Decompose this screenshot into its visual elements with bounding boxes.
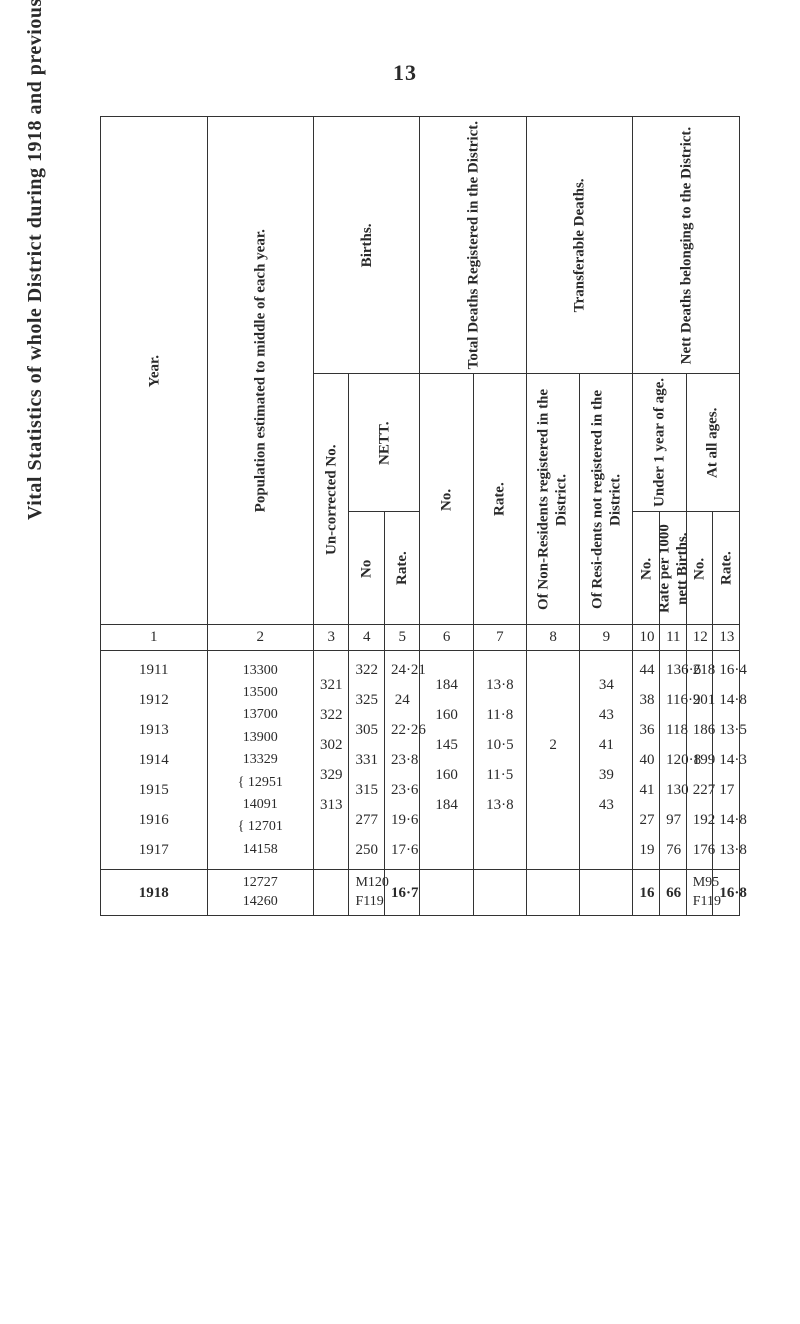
data-u1-no: 44 38 36 40 41 27 19 <box>633 651 660 870</box>
hdr-uncorrected: Un-corrected No. <box>314 374 349 625</box>
total-non-res <box>526 870 579 915</box>
data-non-res: 2 <box>526 651 579 870</box>
grp-births: Births. <box>314 117 420 374</box>
hdr-nett-rate: Rate. <box>384 512 420 625</box>
rownum: 5 <box>384 625 420 651</box>
data-nett-no: 322 325 305 331 315 277 250 <box>349 651 384 870</box>
table-title: Vital Statistics of whole District durin… <box>24 0 47 520</box>
total-total-no <box>420 870 473 915</box>
total-u1-no: 16 <box>633 870 660 915</box>
total-uncorrected <box>314 870 349 915</box>
total-all-no: M95 F119 <box>686 870 713 915</box>
rownum: 7 <box>473 625 526 651</box>
grp-total-deaths: Total Deaths Registered in the District. <box>420 117 527 374</box>
rownum: 6 <box>420 625 473 651</box>
rownum: 11 <box>660 625 687 651</box>
data-nett-rate: 24·21 24 22·26 23·8 23·6 19·6 17·6 <box>384 651 420 870</box>
total-population: 12727 14260 <box>207 870 314 915</box>
data-all-rate: 16·4 14·8 13·5 14·3 17 14·8 13·8 <box>713 651 740 870</box>
hdr-total-no: No. <box>420 374 473 625</box>
stats-table: Year. Population estimated to middle of … <box>100 116 740 916</box>
hdr-resi-not: Of Resi-dents not registered in the Dist… <box>580 374 633 625</box>
hdr-non-res: Of Non-Residents registered in the Distr… <box>526 374 579 625</box>
grp-under1: Under 1 year of age. <box>633 374 686 512</box>
total-nett-no: M120 F119 <box>349 870 384 915</box>
grp-nett-deaths: Nett Deaths belonging to the District. <box>633 117 740 374</box>
data-population: 13300 13500 13700 13900 13329 { 12951 14… <box>207 651 314 870</box>
rownum: 3 <box>314 625 349 651</box>
page: 13 Vital Statistics of whole District du… <box>0 0 800 1324</box>
total-total-rate <box>473 870 526 915</box>
total-resi-not <box>580 870 633 915</box>
data-uncorrected: 321 322 302 329 313 <box>314 651 349 870</box>
rownum: 9 <box>580 625 633 651</box>
data-resi-not: 34 43 41 39 43 <box>580 651 633 870</box>
hdr-all-no: No. <box>686 512 713 625</box>
hdr-nett-no: No <box>349 512 384 625</box>
hdr-u1-rate: Rate per 1000 nett Births. <box>660 512 687 625</box>
rownum: 13 <box>713 625 740 651</box>
total-nett-rate: 16·7 <box>384 870 420 915</box>
data-total-rate: 13·8 11·8 10·5 11·5 13·8 <box>473 651 526 870</box>
grp-nett: NETT. <box>349 374 420 512</box>
hdr-total-rate: Rate. <box>473 374 526 625</box>
rownum: 2 <box>207 625 314 651</box>
grp-all-ages: At all ages. <box>686 374 739 512</box>
data-u1-rate: 136·6 116·9 118 120·8 130 97 76 <box>660 651 687 870</box>
rownum: 8 <box>526 625 579 651</box>
total-u1-rate: 66 <box>660 870 687 915</box>
data-year: 1911 1912 1913 1914 1915 1916 1917 <box>101 651 208 870</box>
data-total-no: 184 160 145 160 184 <box>420 651 473 870</box>
hdr-year: Year. <box>101 117 208 625</box>
hdr-population: Population estimated to middle of each y… <box>207 117 314 625</box>
hdr-all-rate: Rate. <box>713 512 740 625</box>
total-year: 1918 <box>101 870 208 915</box>
rownum: 10 <box>633 625 660 651</box>
rownum: 4 <box>349 625 384 651</box>
rownum: 12 <box>686 625 713 651</box>
grp-transferable: Transferable Deaths. <box>526 117 633 374</box>
page-number: 13 <box>60 60 750 86</box>
rownum: 1 <box>101 625 208 651</box>
